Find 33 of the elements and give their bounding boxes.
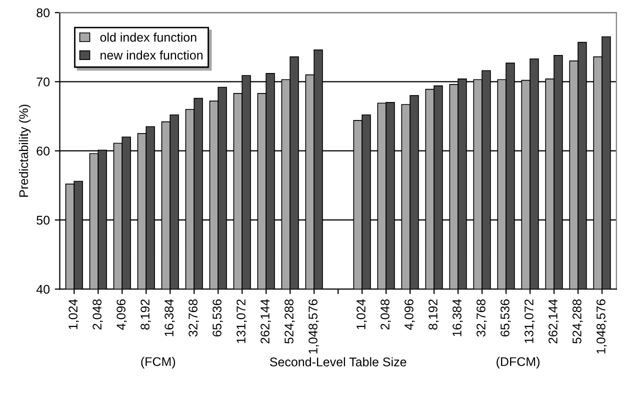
y-tick-label: 40: [36, 284, 50, 294]
x-tick-label: 524,288: [572, 299, 583, 344]
x-tick-label: 2,048: [380, 299, 391, 330]
x-tick-label: 1,048,576: [308, 299, 319, 354]
y-tick-label: 60: [36, 146, 50, 156]
legend-label: old index function: [100, 32, 196, 42]
x-tick-label: 32,768: [188, 299, 199, 337]
x-tick-label: 131,072: [236, 299, 247, 344]
x-tick-label: 524,288: [284, 299, 295, 344]
x-tick-label: 32,768: [476, 299, 487, 337]
text: (DFCM): [496, 356, 540, 369]
y-tick-label: 50: [36, 216, 50, 225]
y-tick-label: 70: [36, 78, 50, 86]
x-tick-label: 8,192: [428, 299, 439, 330]
x-axis-title: Second-Level Table Size: [270, 357, 406, 366]
legend-label: new index function: [100, 50, 202, 60]
x-tick-label: 65,536: [500, 299, 511, 336]
text: (FCM): [141, 356, 176, 369]
x-tick-label: 2,048: [92, 299, 103, 330]
x-tick-label: 16,384: [452, 299, 463, 336]
y-tick-label: 80: [36, 8, 50, 18]
y-axis-title: Predictability (%): [18, 104, 31, 197]
x-tick-label: 131,072: [524, 299, 535, 344]
x-tick-label: 1,024: [68, 299, 79, 330]
x-tick-label: 16,384: [164, 299, 175, 336]
x-tick-label: 65,536: [212, 299, 223, 336]
x-tick-label: 4,096: [404, 299, 415, 330]
x-tick-label: 8,192: [140, 299, 151, 330]
x-tick-label: 262,144: [260, 299, 271, 344]
x-tick-label: 262,144: [548, 299, 559, 344]
x-tick-label: 1,048,576: [596, 299, 607, 354]
x-tick-label: 1,024: [356, 299, 367, 330]
x-tick-label: 4,096: [116, 299, 127, 330]
